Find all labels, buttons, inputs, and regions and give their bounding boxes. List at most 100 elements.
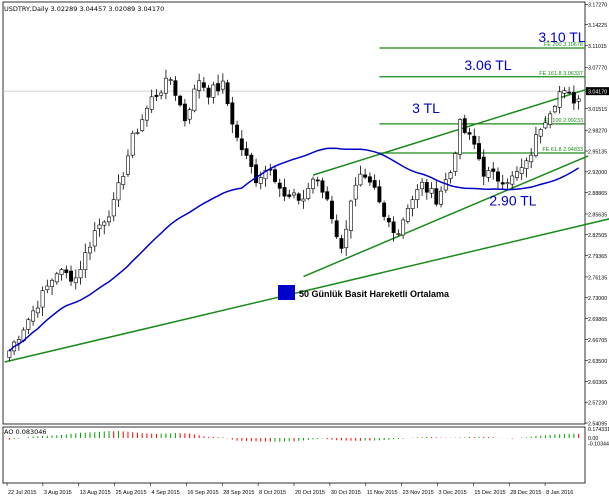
fibonacci-label: FE 161.8 3.06337 [539, 71, 583, 77]
x-tick-label: 11 Nov 2015 [367, 490, 398, 496]
candle-body [306, 188, 311, 199]
y-tick-label: 2.60365 [588, 380, 607, 386]
candle-body [239, 138, 244, 151]
y-tick-label: 2.63500 [588, 359, 607, 365]
candle-body [491, 168, 496, 172]
candle-body [325, 191, 330, 200]
candle-body [533, 134, 538, 156]
candle-body [296, 193, 301, 201]
candle-body [254, 164, 259, 184]
candle-body [201, 82, 206, 88]
y-tick-label: 2.92000 [588, 170, 607, 176]
candle-body [496, 171, 500, 182]
candle-body [453, 153, 458, 172]
candle-body [524, 160, 529, 169]
candle-body [273, 169, 277, 182]
y-tick-label: 2.76135 [588, 275, 607, 281]
candle-body [505, 182, 510, 185]
candle-body [462, 118, 467, 133]
candle-body [107, 216, 111, 223]
candle-body [548, 113, 553, 125]
candle-body [486, 170, 491, 178]
candle-body [211, 84, 216, 98]
candle-body [420, 181, 425, 190]
candle-body [168, 79, 173, 81]
price-annotation: 3 TL [412, 100, 440, 116]
candle-body [187, 109, 192, 120]
candle-body [367, 176, 372, 183]
x-tick-label: 8 Jan 2016 [546, 490, 573, 496]
candle-body [353, 184, 358, 200]
candle-body [519, 167, 524, 174]
candle-body [244, 148, 249, 156]
candle-body [178, 95, 183, 106]
candle-body [159, 92, 164, 96]
x-tick-label: 15 Dec 2015 [474, 490, 505, 496]
y-tick-label: 2.95135 [588, 149, 607, 155]
x-tick-label: 20 Oct 2015 [295, 490, 325, 496]
candle-body [320, 180, 325, 193]
candle-body [45, 285, 50, 291]
x-tick-label: 28 Dec 2015 [510, 490, 541, 496]
x-tick-label: 3 Dec 2015 [439, 490, 467, 496]
candle-body [225, 82, 230, 104]
candle-body [410, 199, 415, 209]
candle-body [557, 91, 562, 108]
candle-body [424, 182, 429, 193]
candle-body [121, 176, 126, 185]
candle-body [287, 194, 292, 197]
price-annotations: 3.10 TL 3.06 TL 3 TL 2.90 TL [412, 29, 586, 209]
trendline [303, 155, 589, 278]
candle-body [249, 154, 254, 167]
candle-body [576, 98, 581, 102]
candle-body [562, 90, 567, 94]
candle-body [472, 135, 477, 145]
candle-body [97, 224, 102, 230]
candle-body [405, 208, 410, 222]
candle-body [235, 124, 240, 138]
candle-body [510, 175, 515, 185]
price-annotation: 3.06 TL [464, 57, 511, 73]
candle-body [102, 221, 107, 226]
candle-body [40, 290, 45, 308]
candle-body [358, 173, 363, 186]
x-tick-label: 16 Sep 2015 [187, 490, 218, 496]
candle-body [216, 83, 221, 92]
candle-body [277, 182, 282, 189]
y-tick-label: 3.14225 [588, 23, 607, 29]
candle-body [401, 219, 406, 236]
candle-body [144, 107, 149, 121]
legend-swatch [278, 285, 295, 300]
candle-body [429, 188, 434, 194]
candle-body [500, 182, 505, 185]
candle-body [481, 156, 486, 177]
price-annotation: 2.90 TL [489, 193, 536, 209]
candle-body [197, 80, 202, 91]
candle-body [59, 269, 64, 275]
price-panel-frame [2, 1, 586, 425]
candle-body [258, 177, 263, 184]
candle-body [348, 200, 353, 231]
candle-body [135, 132, 140, 134]
candle-body [220, 80, 225, 90]
candle-body [140, 119, 145, 131]
candle-body [552, 105, 557, 113]
x-tick-label: 13 Aug 2015 [80, 490, 111, 496]
moving-average-line [8, 147, 580, 352]
candle-body [372, 180, 377, 188]
ao-header: AO 0.083046 [4, 428, 47, 436]
fibonacci-label: FE 61.8 2.94833 [542, 147, 583, 153]
candle-body [571, 92, 576, 104]
candle-body [377, 186, 382, 203]
fibonacci-levels: FE 200 3.10678 FE 161.8 3.06337 FE 100 2.9… [379, 42, 585, 154]
last-price-tag [586, 87, 609, 96]
ao-tick-label: -0.103441 [588, 441, 609, 447]
candle-body [434, 188, 439, 205]
x-axis-labels: 22 Jul 2015 3 Aug 2015 13 Aug 2015 25 Aug 2… [6, 483, 573, 496]
y-axis-labels: 3.17270 3.14225 3.11015 3.07770 3.04170 3.015… [585, 3, 609, 447]
fibonacci-label: FE 200 3.10678 [544, 42, 583, 48]
x-tick-label: 4 Sep 2015 [152, 490, 180, 496]
candle-body [230, 102, 235, 125]
candle-body [458, 119, 462, 155]
price-annotation: 3.10 TL [538, 29, 585, 45]
